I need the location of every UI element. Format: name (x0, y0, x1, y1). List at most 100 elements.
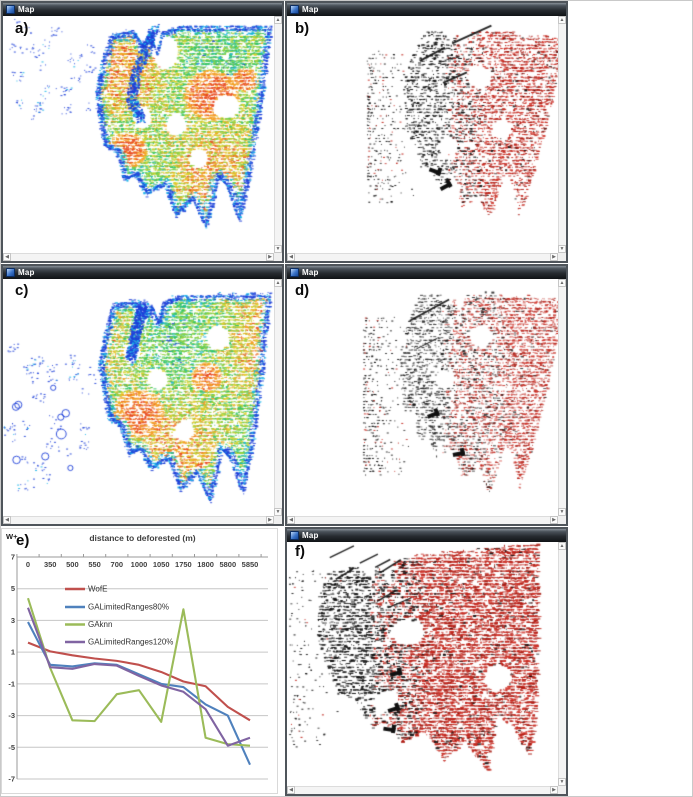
x-tick-label: 1800 (197, 560, 214, 569)
series-line-GALimitedRanges120% (27, 607, 251, 747)
window-title: Map (302, 530, 319, 540)
map-canvas-f[interactable] (287, 542, 558, 786)
scroll-down-icon[interactable]: ▼ (558, 778, 566, 786)
line-chart: 7 5 3 1 -1 -3 -5 -7 0 350 500 550 700 1000 1050 1750 180… (6, 532, 268, 784)
vertical-scrollbar[interactable]: ▲ ▼ (274, 279, 282, 516)
window-titlebar[interactable]: Map (3, 266, 282, 279)
horizontal-scrollbar[interactable]: ◀ ▶ (3, 516, 274, 524)
y-tick-label: 1 (11, 648, 15, 657)
x-tick-label: 1000 (131, 560, 148, 569)
vertical-scrollbar[interactable]: ▲ ▼ (558, 542, 566, 786)
y-tick-label: -3 (8, 711, 15, 720)
map-window-icon (6, 5, 15, 14)
map-window-b: Map b) ▲ ▼ ◀ ▶ (285, 1, 568, 263)
scroll-left-icon[interactable]: ◀ (3, 253, 11, 261)
panel-label-d: d) (295, 282, 310, 299)
window-titlebar[interactable]: Map (287, 3, 566, 16)
horizontal-scrollbar[interactable]: ◀ ▶ (287, 253, 558, 261)
y-tick-label: 7 (11, 553, 15, 562)
window-titlebar[interactable]: Map (287, 529, 566, 542)
x-tick-label: 1050 (153, 560, 170, 569)
chart-title: distance to deforested (m) (89, 533, 195, 543)
horizontal-scrollbar[interactable]: ◀ ▶ (287, 786, 558, 794)
map-window-a: Map a) ▲ ▼ ◀ ▶ (1, 1, 284, 263)
map-canvas-d[interactable] (287, 279, 558, 516)
scroll-down-icon[interactable]: ▼ (558, 245, 566, 253)
x-tick-label: 350 (44, 560, 57, 569)
panel-label-b: b) (295, 20, 310, 37)
window-titlebar[interactable]: Map (287, 266, 566, 279)
scroll-up-icon[interactable]: ▲ (558, 16, 566, 24)
scroll-left-icon[interactable]: ◀ (287, 253, 295, 261)
series-line-GALimitedRanges80% (27, 621, 251, 766)
map-canvas-c[interactable] (3, 279, 274, 516)
series-line-WofE (27, 641, 251, 722)
scrollbar-corner (558, 516, 566, 524)
y-tick-label: -1 (8, 679, 15, 688)
scroll-up-icon[interactable]: ▲ (274, 16, 282, 24)
chart-panel-e: 7 5 3 1 -1 -3 -5 -7 0 350 500 550 700 1000 1050 1750 180… (1, 528, 278, 794)
window-title: Map (302, 4, 319, 14)
map-viewport: c) ▲ ▼ ◀ ▶ (3, 279, 282, 524)
map-viewport: f) ▲ ▼ ◀ ▶ (287, 542, 566, 794)
scroll-left-icon[interactable]: ◀ (287, 786, 295, 794)
map-window-icon (6, 268, 15, 277)
scroll-right-icon[interactable]: ▶ (266, 253, 274, 261)
y-tick-label: -7 (8, 775, 15, 784)
scrollbar-corner (558, 253, 566, 261)
horizontal-scrollbar[interactable]: ◀ ▶ (287, 516, 558, 524)
y-axis-title: W+ (6, 532, 18, 541)
legend-label: GAknn (88, 620, 112, 629)
map-canvas-a[interactable] (3, 16, 274, 253)
y-tick-label: 5 (11, 584, 15, 593)
window-titlebar[interactable]: Map (3, 3, 282, 16)
panel-label-c: c) (15, 282, 29, 299)
x-tick-label: 500 (66, 560, 79, 569)
scroll-right-icon[interactable]: ▶ (550, 253, 558, 261)
window-title: Map (18, 267, 35, 277)
panel-label-a: a) (15, 20, 29, 37)
scroll-right-icon[interactable]: ▶ (550, 786, 558, 794)
map-window-icon (290, 531, 299, 540)
series-line-GAknn (26, 597, 251, 747)
scrollbar-corner (274, 253, 282, 261)
x-tick-label: 5850 (242, 560, 259, 569)
map-viewport: d) ▲ ▼ ◀ ▶ (287, 279, 566, 524)
map-viewport: a) ▲ ▼ ◀ ▶ (3, 16, 282, 261)
window-title: Map (302, 267, 319, 277)
scroll-left-icon[interactable]: ◀ (3, 516, 11, 524)
map-window-f: Map f) ▲ ▼ ◀ ▶ (285, 527, 568, 796)
legend-label: WofE (88, 585, 107, 594)
x-tick-label: 0 (26, 560, 30, 569)
horizontal-scrollbar[interactable]: ◀ ▶ (3, 253, 274, 261)
vertical-scrollbar[interactable]: ▲ ▼ (558, 16, 566, 253)
scroll-right-icon[interactable]: ▶ (266, 516, 274, 524)
scroll-down-icon[interactable]: ▼ (558, 508, 566, 516)
scroll-right-icon[interactable]: ▶ (550, 516, 558, 524)
vertical-scrollbar[interactable]: ▲ ▼ (274, 16, 282, 253)
x-tick-label: 5800 (219, 560, 236, 569)
map-canvas-b[interactable] (287, 16, 558, 253)
scroll-down-icon[interactable]: ▼ (274, 508, 282, 516)
scroll-down-icon[interactable]: ▼ (274, 245, 282, 253)
legend-label: GALimitedRanges80% (88, 603, 169, 612)
scroll-up-icon[interactable]: ▲ (558, 542, 566, 550)
map-viewport: b) ▲ ▼ ◀ ▶ (287, 16, 566, 261)
map-window-icon (290, 5, 299, 14)
map-window-c: Map c) ▲ ▼ ◀ ▶ (1, 264, 284, 526)
x-tick-label: 550 (88, 560, 101, 569)
y-tick-label: 3 (11, 616, 15, 625)
vertical-scrollbar[interactable]: ▲ ▼ (558, 279, 566, 516)
scroll-left-icon[interactable]: ◀ (287, 516, 295, 524)
map-window-d: Map d) ▲ ▼ ◀ ▶ (285, 264, 568, 526)
scroll-up-icon[interactable]: ▲ (558, 279, 566, 287)
scrollbar-corner (558, 786, 566, 794)
scrollbar-corner (274, 516, 282, 524)
x-tick-label: 700 (111, 560, 124, 569)
legend-label: GALimitedRanges120% (88, 638, 173, 647)
y-tick-label: -5 (8, 743, 15, 752)
scroll-up-icon[interactable]: ▲ (274, 279, 282, 287)
window-title: Map (18, 4, 35, 14)
x-tick-label: 1750 (175, 560, 192, 569)
